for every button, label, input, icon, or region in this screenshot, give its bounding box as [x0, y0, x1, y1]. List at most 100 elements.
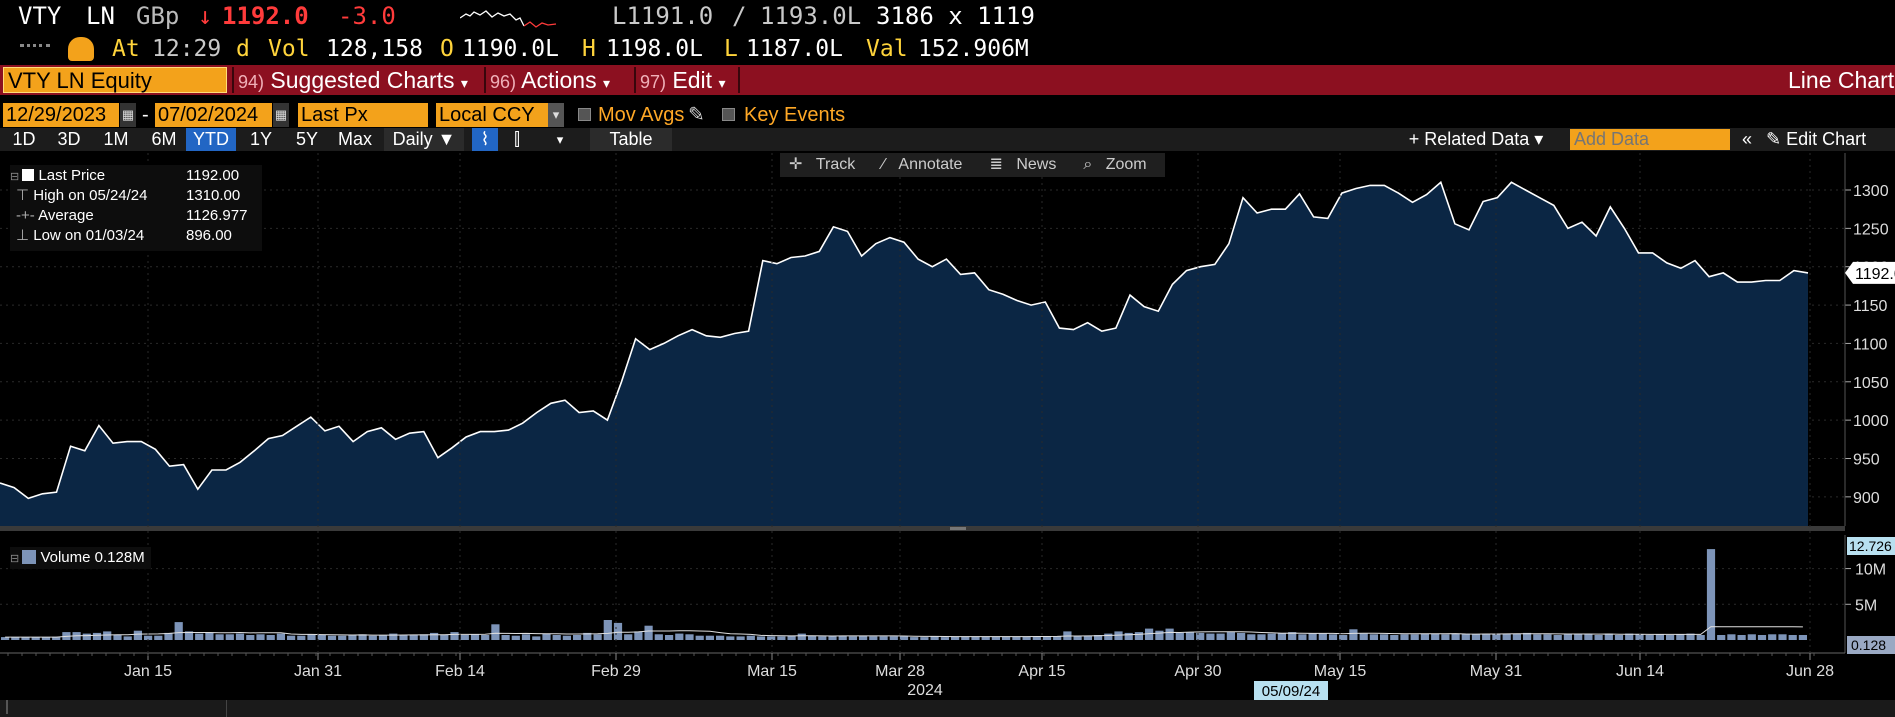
ticker[interactable]: VTY: [18, 2, 62, 30]
frequency-select[interactable]: Daily ▼: [384, 128, 464, 151]
legend-last-value: 1192.00: [186, 167, 240, 184]
volume-bar: [1277, 632, 1286, 640]
end-date-input[interactable]: 07/02/2024: [155, 103, 272, 127]
volume-bar: [542, 633, 551, 640]
chevron-down-icon[interactable]: ▾: [556, 132, 564, 147]
table-button[interactable]: Table: [590, 128, 672, 151]
legend-low-value: 896.00: [186, 227, 232, 244]
volume-bar: [746, 635, 755, 640]
low-label: L: [724, 36, 738, 62]
y-tick-label: 1000: [1853, 413, 1889, 430]
volume-bar: [787, 635, 796, 640]
volume-bar: [1543, 634, 1552, 640]
key-events-checkbox[interactable]: [722, 108, 735, 121]
volume-bar: [1369, 634, 1378, 640]
zoom-tool[interactable]: ⌕ Zoom: [1083, 156, 1147, 173]
x-tick-label: Jan 31: [294, 663, 342, 680]
legend-low-label: Low on 01/03/24: [33, 227, 145, 244]
volume-bar: [195, 633, 204, 640]
volume-bar: [1012, 636, 1021, 640]
start-date-input[interactable]: 12/29/2023: [3, 103, 119, 127]
volume-bar: [1042, 636, 1052, 640]
period-bar: 1D 3D 1M 6M YTD 1Y 5Y Max Daily ▼ ⌇ ⫿ ▾ …: [0, 128, 1895, 151]
volume-bar: [654, 634, 663, 640]
period-1d[interactable]: 1D: [12, 129, 36, 149]
volume-swatch-icon: [22, 550, 37, 564]
volume-bar: [991, 636, 1000, 640]
volume-last-label: 0.128: [1851, 637, 1886, 653]
related-data-button[interactable]: + Related Data ▾: [1408, 129, 1544, 149]
news-tool[interactable]: ≣ News: [989, 156, 1057, 173]
chevron-down-icon[interactable]: ▾: [548, 103, 564, 127]
add-data-input[interactable]: [1570, 129, 1730, 150]
volume-bar: [1083, 635, 1092, 640]
volume-legend[interactable]: ⊟ Volume 0.128M: [10, 547, 151, 569]
volume-bar: [1400, 634, 1409, 640]
period-ytd[interactable]: YTD: [186, 128, 236, 151]
volume-bar: [52, 636, 61, 640]
x-tick-label: Apr 15: [1018, 663, 1065, 680]
volume-bar: [920, 637, 929, 640]
annotate-tool[interactable]: ∕ Annotate: [882, 156, 963, 173]
volume-bar: [501, 635, 510, 640]
volume-bar: [818, 636, 827, 640]
track-tool[interactable]: ✛ Track: [789, 156, 856, 173]
volume-bar: [31, 637, 40, 640]
y-tick-label: 1050: [1853, 375, 1889, 392]
pencil-icon[interactable]: ✎: [688, 104, 705, 126]
suggested-charts-menu[interactable]: 94) Suggested Charts ▾: [238, 67, 468, 93]
line-chart-icon[interactable]: ⌇: [472, 128, 498, 151]
candle-chart-icon[interactable]: ⫿: [514, 129, 520, 149]
volume-bar: [797, 633, 806, 640]
currency-select[interactable]: Local CCY: [436, 103, 562, 127]
security-input[interactable]: VTY LN Equity: [3, 67, 227, 93]
volume-bar: [1655, 634, 1664, 640]
volume-bar: [1584, 634, 1593, 640]
volume-bar: [1798, 635, 1807, 640]
volume-bar: [215, 634, 224, 640]
quote-time: 12:29: [152, 36, 222, 62]
key-events-label[interactable]: Key Events: [744, 104, 846, 126]
mov-avgs-checkbox[interactable]: [578, 108, 591, 121]
price-volume-chart[interactable]: 9009501000105011001150120012501300 1192.…: [0, 153, 1895, 717]
value-label: Val: [866, 36, 908, 62]
volume-bar: [246, 635, 255, 640]
legend-high-label: High on 05/24/24: [33, 187, 148, 204]
dots-icon: [20, 44, 50, 51]
mov-avgs-label[interactable]: Mov Avgs: [598, 104, 685, 126]
volume-bar: [593, 634, 602, 640]
at-label: At: [112, 36, 140, 62]
period-3d[interactable]: 3D: [57, 129, 81, 149]
period-1y[interactable]: 1Y: [249, 129, 273, 149]
calendar-icon[interactable]: ▦: [273, 103, 289, 127]
edit-chart-button[interactable]: ✎ Edit Chart: [1766, 128, 1895, 151]
traded-value: 152.906M: [918, 36, 1029, 62]
volume-bar: [1053, 636, 1062, 640]
footer-bar: [0, 700, 1895, 717]
volume-bar: [736, 636, 745, 640]
period-5y[interactable]: 5Y: [295, 129, 319, 149]
volume-bar: [695, 635, 704, 640]
gauge-icon[interactable]: [68, 37, 94, 61]
period-6m[interactable]: 6M: [151, 129, 177, 149]
collapse-icon[interactable]: «: [1741, 129, 1752, 149]
volume-bar: [21, 637, 30, 640]
field-select[interactable]: Last Px: [298, 103, 428, 127]
legend-last-row[interactable]: ⊟ Last Price 1192.00: [10, 167, 240, 184]
volume-bar: [450, 632, 459, 640]
volume-bar: [1768, 634, 1777, 640]
period-1m[interactable]: 1M: [103, 129, 129, 149]
actions-menu[interactable]: 96) Actions ▾: [490, 67, 610, 93]
x-tick-label: Jan 15: [124, 663, 172, 680]
pane-divider[interactable]: [0, 526, 1845, 531]
volume-bar: [869, 636, 878, 640]
volume-bar: [1196, 632, 1205, 640]
volume-bar: [1206, 633, 1215, 640]
volume-bar: [951, 636, 960, 640]
price-area-fill: [0, 182, 1808, 527]
volume-bar: [838, 635, 847, 640]
period-max[interactable]: Max: [337, 129, 372, 149]
volume-bar: [164, 632, 173, 640]
edit-menu[interactable]: 97) Edit ▾: [640, 67, 726, 93]
calendar-icon[interactable]: ▦: [120, 103, 136, 127]
